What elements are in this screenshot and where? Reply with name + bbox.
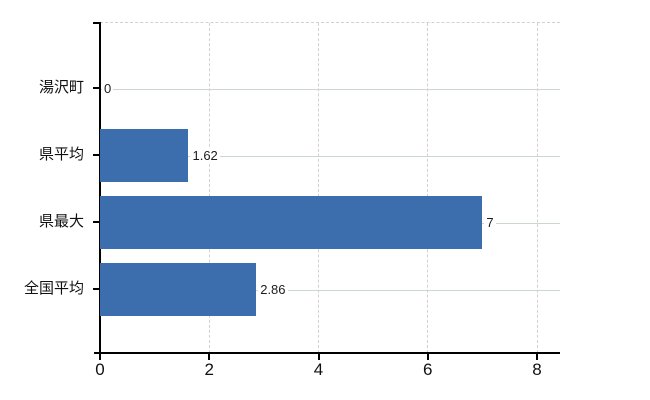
- y-axis-line: [99, 22, 101, 353]
- y-axis-tick: [93, 87, 100, 89]
- vertical-gridline: [427, 23, 429, 353]
- value-label: 0: [102, 79, 114, 97]
- x-axis-tick: [317, 353, 320, 360]
- bar: [100, 262, 257, 316]
- horizontal-gridline: [100, 156, 560, 157]
- category-label: 全国平均: [23, 280, 84, 297]
- x-axis-tick: [99, 353, 101, 360]
- y-axis-tick: [93, 221, 100, 223]
- x-axis-line: [94, 352, 560, 354]
- bar: [100, 128, 189, 182]
- x-axis-tick-label: 0: [95, 360, 105, 379]
- x-axis-tick: [426, 353, 429, 360]
- vertical-gridline: [536, 23, 538, 353]
- x-axis-tick: [208, 353, 211, 360]
- category-label: 県最大: [38, 213, 84, 230]
- x-axis-tick-label: 4: [313, 360, 324, 379]
- bar: [100, 195, 483, 249]
- horizontal-gridline: [100, 290, 560, 291]
- category-label: 県平均: [38, 146, 84, 163]
- horizontal-gridline: [100, 89, 560, 90]
- x-axis-tick-label: 2: [204, 360, 214, 379]
- value-label: 2.86: [258, 280, 288, 298]
- y-axis-tick: [93, 288, 100, 290]
- value-label: 7: [484, 213, 496, 231]
- vertical-gridline: [208, 23, 210, 353]
- category-label: 湯沢町: [38, 79, 84, 96]
- value-label: 1.62: [190, 146, 220, 164]
- y-axis-tick: [93, 22, 100, 24]
- x-axis-tick: [536, 353, 538, 360]
- x-axis-tick-label: 6: [423, 360, 433, 379]
- x-axis-tick-label: 8: [532, 360, 542, 379]
- vertical-gridline: [318, 23, 319, 353]
- y-axis-tick: [93, 154, 100, 156]
